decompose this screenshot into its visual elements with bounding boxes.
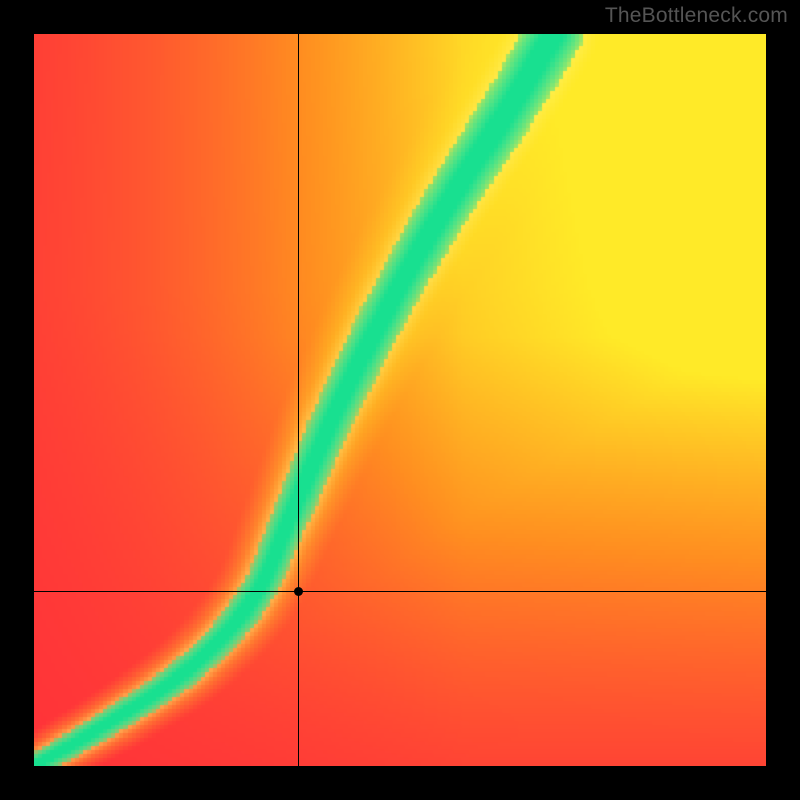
watermark-text: TheBottleneck.com bbox=[605, 4, 788, 28]
crosshair-vertical bbox=[298, 34, 299, 766]
heatmap-canvas bbox=[34, 34, 766, 766]
chart-container: TheBottleneck.com bbox=[0, 0, 800, 800]
plot-frame bbox=[34, 34, 766, 766]
crosshair-horizontal bbox=[34, 591, 766, 592]
